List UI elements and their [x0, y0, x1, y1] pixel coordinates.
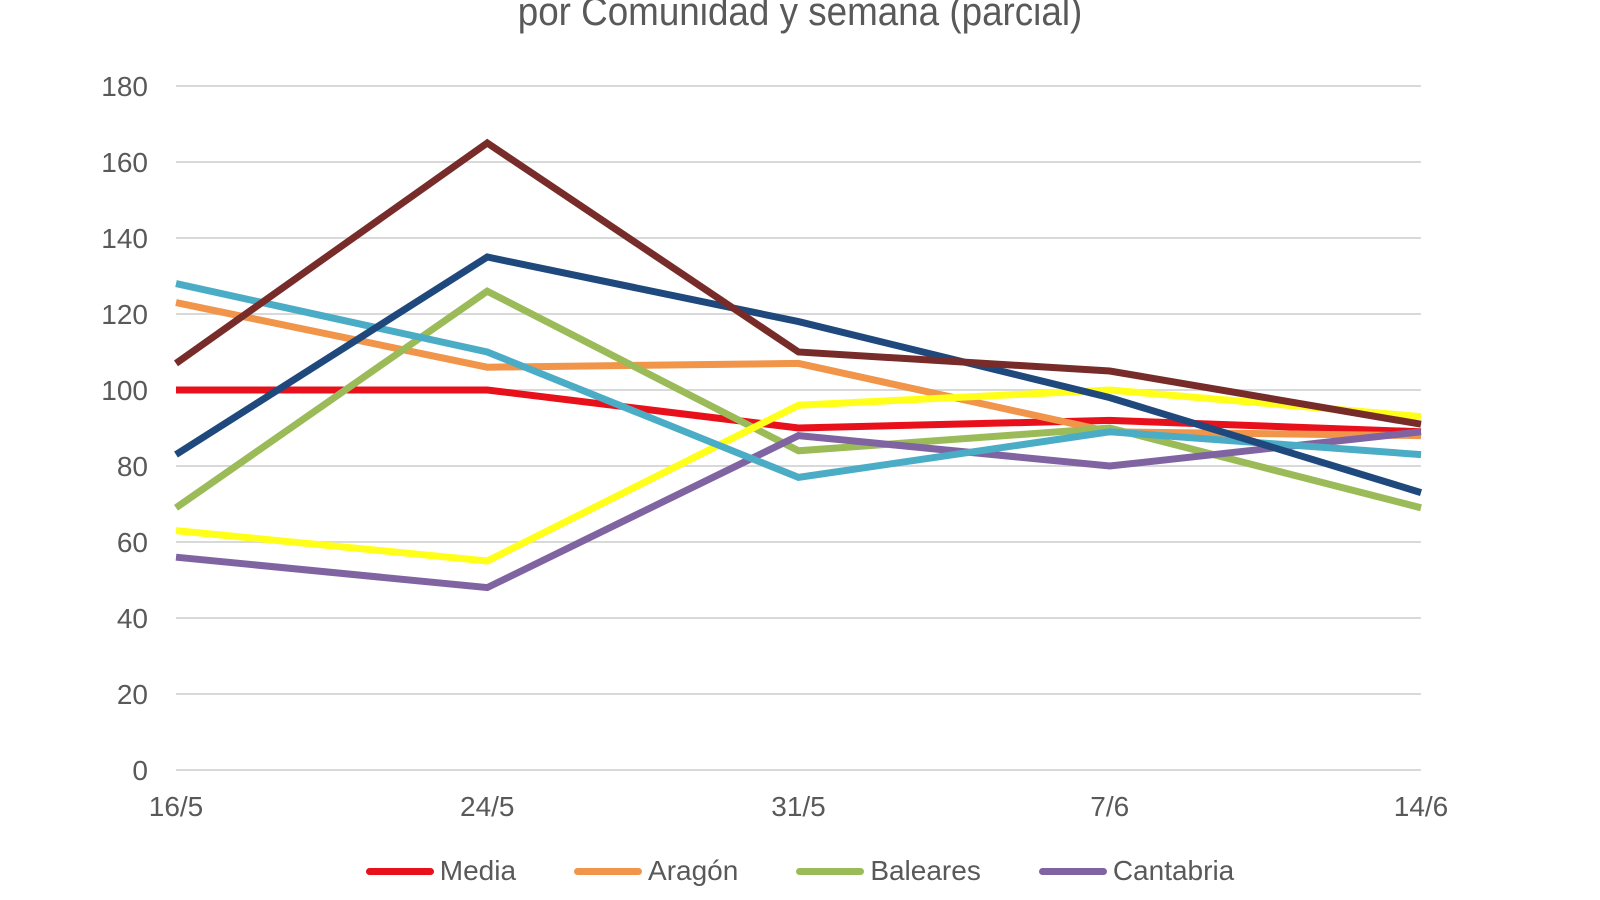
y-tick-label: 20 [117, 679, 148, 710]
legend-swatch [574, 867, 643, 875]
series-line [176, 386, 1422, 436]
legend-swatch [796, 867, 865, 875]
y-tick-label: 120 [101, 299, 148, 330]
legend-item: Cantabria [1038, 855, 1235, 887]
y-tick-label: 60 [117, 527, 148, 558]
x-tick-label: 7/6 [1090, 791, 1129, 822]
series-line [173, 138, 1422, 428]
x-tick-label: 14/6 [1394, 791, 1449, 822]
legend-label: Cantabria [1112, 855, 1235, 886]
y-tick-label: 0 [132, 755, 148, 786]
series-cantabria [175, 428, 1422, 592]
x-tick-label: 31/5 [771, 791, 826, 822]
series-line [175, 428, 1422, 592]
series-aragón [175, 299, 1422, 440]
legend-item: Baleares [796, 855, 981, 887]
y-tick-label: 140 [101, 223, 148, 254]
series-unlabeled-6 [174, 253, 1423, 496]
series-media [176, 386, 1422, 436]
legend-item: Aragón [574, 855, 738, 887]
x-tick-label: 24/5 [460, 791, 515, 822]
series-lines [173, 138, 1423, 592]
x-tick-label: 16/5 [149, 791, 204, 822]
y-tick-label: 80 [117, 451, 148, 482]
legend-swatch [1038, 867, 1107, 875]
x-axis-ticks: 16/5 24/5 31/5 7/6 14/6 [149, 791, 1449, 822]
series-line [175, 280, 1422, 482]
y-axis-ticks: 0 20 40 60 80 100 120 140 160 180 [101, 71, 148, 786]
y-tick-label: 160 [101, 147, 148, 178]
series-unlabeled-5 [175, 280, 1422, 482]
series-line [175, 299, 1422, 440]
y-tick-label: 40 [117, 603, 148, 634]
legend-label: Aragón [648, 855, 739, 886]
chart-title: por Comunidad y semana (parcial) [517, 0, 1083, 34]
legend-item: Media [365, 855, 517, 887]
series-unlabeled-4 [175, 386, 1422, 565]
legend-swatch [365, 867, 434, 875]
series-line [175, 386, 1422, 565]
legend-label: Baleares [870, 855, 981, 886]
gridlines [176, 85, 1421, 771]
series-line [174, 253, 1423, 496]
series-unlabeled-7 [173, 138, 1422, 428]
y-tick-label: 100 [101, 375, 148, 406]
legend-label: Media [439, 855, 517, 886]
y-tick-label: 180 [101, 71, 148, 102]
legend: Media Aragón Baleares Cantabria [0, 855, 1600, 887]
